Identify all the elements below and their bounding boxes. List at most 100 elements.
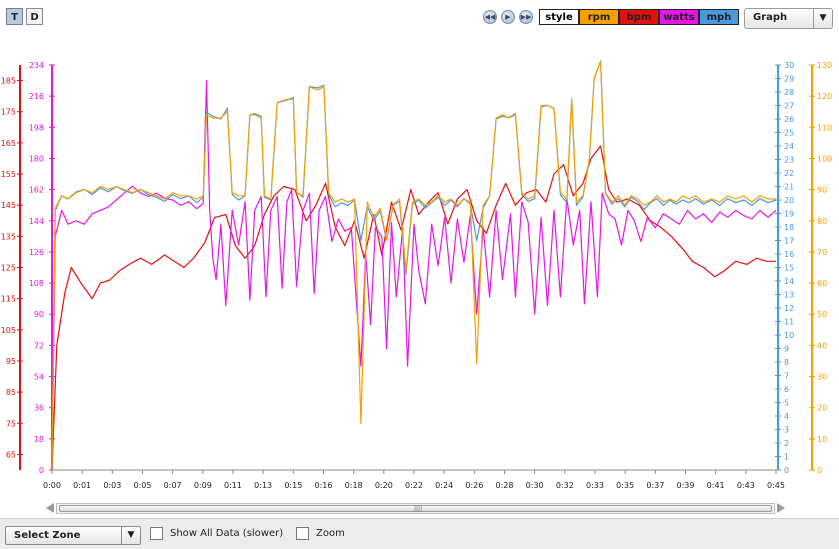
mph-tick-label: 14 <box>784 277 794 286</box>
rewind-icon[interactable]: ◀◀ <box>483 10 497 24</box>
series-line-watts <box>51 79 777 471</box>
rpm-tick-label: 40 <box>817 341 827 350</box>
mph-tick-label: 2 <box>784 439 789 448</box>
watts-tick-label: 234 <box>29 61 44 70</box>
bpm-tick-label: 175 <box>1 108 16 117</box>
scrollbar-thumb[interactable]: |||| <box>59 505 772 512</box>
mph-tick-label: 27 <box>784 102 794 111</box>
x-tick-label: 0:26 <box>465 481 483 490</box>
scrollbar-grip-icon: |||| <box>414 505 423 512</box>
x-tick-label: 0:01 <box>73 481 91 490</box>
watts-tick-label: 180 <box>29 154 44 163</box>
bpm-tick-label: 115 <box>1 295 16 304</box>
show-all-data-checkbox[interactable] <box>150 527 163 540</box>
play-icon[interactable]: ▶ <box>501 10 515 24</box>
ride-chart: 6575859510511512513514515516517518501836… <box>1 60 832 490</box>
series-line-mph <box>51 60 777 471</box>
legend-item-bpm[interactable]: bpm <box>619 9 659 25</box>
mph-tick-label: 11 <box>784 318 794 327</box>
watts-tick-label: 36 <box>34 404 44 413</box>
x-tick-label: 0:15 <box>284 481 302 490</box>
x-tick-label: 0:28 <box>496 481 514 490</box>
mph-tick-label: 7 <box>784 372 789 381</box>
series-line-rpm <box>51 61 776 471</box>
scroll-left-arrow-icon[interactable] <box>46 503 54 513</box>
mph-tick-label: 3 <box>784 426 789 435</box>
mph-tick-label: 24 <box>784 142 794 151</box>
mph-tick-label: 28 <box>784 88 794 97</box>
scroll-right-arrow-icon[interactable] <box>777 503 785 513</box>
x-tick-label: 0:30 <box>526 481 544 490</box>
zoom-checkbox[interactable] <box>296 527 309 540</box>
x-tick-label: 0:13 <box>254 481 272 490</box>
rpm-tick-label: 90 <box>817 186 827 195</box>
time-scrollbar[interactable]: |||| <box>56 503 775 514</box>
x-tick-label: 0:09 <box>194 481 212 490</box>
bpm-tick-label: 185 <box>1 77 16 86</box>
mph-tick-label: 16 <box>784 250 794 259</box>
mph-tick-label: 15 <box>784 264 794 273</box>
x-tick-label: 0:37 <box>646 481 664 490</box>
legend-item-style[interactable]: style <box>539 9 579 25</box>
bpm-tick-label: 125 <box>1 264 16 273</box>
mph-tick-label: 5 <box>784 399 789 408</box>
rpm-tick-label: 20 <box>817 404 827 413</box>
legend-item-mph[interactable]: mph <box>699 9 739 25</box>
graph-view-select-value: Graph <box>753 12 788 23</box>
legend-item-watts[interactable]: watts <box>659 9 699 25</box>
mph-tick-label: 23 <box>784 156 794 165</box>
bpm-tick-label: 95 <box>6 357 16 366</box>
x-tick-label: 0:22 <box>405 481 423 490</box>
graph-view-select[interactable]: Graph ▼ <box>744 8 833 29</box>
rpm-tick-label: 0 <box>817 466 822 475</box>
watts-tick-label: 0 <box>39 466 44 475</box>
mph-tick-label: 30 <box>784 61 794 70</box>
x-tick-label: 0:00 <box>43 481 61 490</box>
mph-tick-label: 10 <box>784 331 794 340</box>
rpm-tick-label: 10 <box>817 435 827 444</box>
watts-tick-label: 162 <box>29 186 44 195</box>
x-tick-label: 0:43 <box>737 481 755 490</box>
x-tick-label: 0:39 <box>677 481 695 490</box>
x-tick-label: 0:41 <box>707 481 725 490</box>
rpm-tick-label: 100 <box>817 154 832 163</box>
mph-tick-label: 13 <box>784 291 794 300</box>
watts-tick-label: 144 <box>29 217 44 226</box>
mph-tick-label: 6 <box>784 385 789 394</box>
fast-forward-icon[interactable]: ▶▶ <box>519 10 533 24</box>
rpm-tick-label: 50 <box>817 310 827 319</box>
mph-tick-label: 25 <box>784 129 794 138</box>
x-tick-label: 0:07 <box>164 481 182 490</box>
legend-item-rpm[interactable]: rpm <box>579 9 619 25</box>
x-tick-label: 0:11 <box>224 481 242 490</box>
bottom-toolbar: Select Zone ▼ Show All Data (slower) Zoo… <box>0 518 839 549</box>
zone-select-value: Select Zone <box>14 530 81 541</box>
mph-tick-label: 22 <box>784 169 794 178</box>
watts-tick-label: 126 <box>29 248 44 257</box>
mph-tick-label: 4 <box>784 412 789 421</box>
mph-tick-label: 9 <box>784 345 789 354</box>
rpm-tick-label: 70 <box>817 248 827 257</box>
rpm-tick-label: 110 <box>817 123 832 132</box>
watts-tick-label: 72 <box>34 341 44 350</box>
mph-tick-label: 26 <box>784 115 794 124</box>
chevron-down-icon: ▼ <box>121 527 140 544</box>
rpm-tick-label: 80 <box>817 217 827 226</box>
x-tick-label: 0:16 <box>315 481 333 490</box>
rpm-tick-label: 60 <box>817 279 827 288</box>
mph-tick-label: 29 <box>784 75 794 84</box>
series-line-bpm <box>51 145 776 471</box>
t-toggle-button[interactable]: T <box>6 8 23 25</box>
watts-tick-label: 18 <box>34 435 44 444</box>
rpm-tick-label: 120 <box>817 92 832 101</box>
zone-select[interactable]: Select Zone ▼ <box>5 526 141 545</box>
bpm-tick-label: 155 <box>1 170 16 179</box>
watts-tick-label: 90 <box>34 310 44 319</box>
mph-tick-label: 0 <box>784 466 789 475</box>
x-tick-label: 0:05 <box>134 481 152 490</box>
watts-tick-label: 198 <box>29 123 44 132</box>
x-tick-label: 0:03 <box>103 481 121 490</box>
mph-tick-label: 18 <box>784 223 794 232</box>
mph-tick-label: 12 <box>784 304 794 313</box>
d-toggle-button[interactable]: D <box>26 8 43 25</box>
